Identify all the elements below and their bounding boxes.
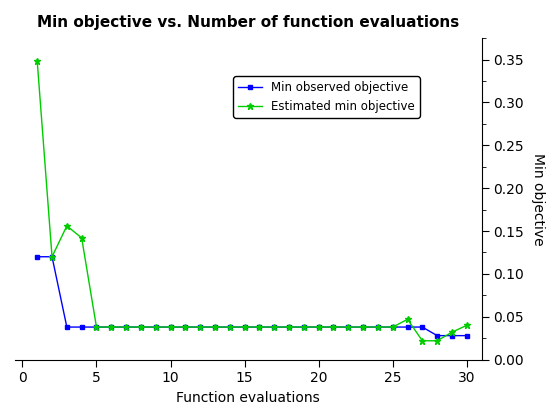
Min observed objective [286, 325, 292, 330]
Min observed objective [212, 325, 218, 330]
Estimated min objective [241, 325, 248, 330]
Min observed objective [419, 325, 426, 330]
Min observed objective [389, 325, 396, 330]
Min observed objective [345, 325, 352, 330]
Estimated min objective [315, 325, 322, 330]
Estimated min objective [271, 325, 278, 330]
Estimated min objective [375, 325, 381, 330]
Min observed objective [271, 325, 278, 330]
Estimated min objective [49, 254, 55, 259]
Estimated min objective [286, 325, 292, 330]
Min observed objective [49, 254, 55, 259]
Estimated min objective [360, 325, 366, 330]
Min observed objective [138, 325, 144, 330]
Estimated min objective [78, 235, 85, 240]
Estimated min objective [464, 323, 470, 328]
Min observed objective [63, 325, 70, 330]
Min observed objective [152, 325, 159, 330]
Min observed objective [256, 325, 263, 330]
Min observed objective [167, 325, 174, 330]
Min observed objective [360, 325, 366, 330]
Line: Min observed objective: Min observed objective [35, 255, 469, 338]
Title: Min objective vs. Number of function evaluations: Min objective vs. Number of function eva… [37, 15, 459, 30]
Min observed objective [123, 325, 129, 330]
Min observed objective [182, 325, 189, 330]
Min observed objective [197, 325, 203, 330]
Estimated min objective [256, 325, 263, 330]
Estimated min objective [63, 223, 70, 228]
Estimated min objective [93, 325, 100, 330]
Estimated min objective [419, 338, 426, 343]
Min observed objective [449, 333, 455, 338]
Min observed objective [404, 325, 411, 330]
Estimated min objective [301, 325, 307, 330]
Min observed objective [330, 325, 337, 330]
Estimated min objective [404, 317, 411, 322]
Min observed objective [226, 325, 233, 330]
Estimated min objective [226, 325, 233, 330]
Estimated min objective [330, 325, 337, 330]
Min observed objective [315, 325, 322, 330]
Estimated min objective [212, 325, 218, 330]
Estimated min objective [138, 325, 144, 330]
Min observed objective [434, 333, 441, 338]
Estimated min objective [152, 325, 159, 330]
X-axis label: Function evaluations: Function evaluations [176, 391, 320, 405]
Estimated min objective [182, 325, 189, 330]
Min observed objective [108, 325, 115, 330]
Min observed objective [93, 325, 100, 330]
Min observed objective [241, 325, 248, 330]
Estimated min objective [123, 325, 129, 330]
Estimated min objective [345, 325, 352, 330]
Estimated min objective [434, 338, 441, 343]
Line: Estimated min objective: Estimated min objective [34, 58, 470, 344]
Estimated min objective [108, 325, 115, 330]
Min observed objective [464, 333, 470, 338]
Estimated min objective [449, 330, 455, 335]
Estimated min objective [34, 59, 40, 64]
Y-axis label: Min objective: Min objective [531, 152, 545, 245]
Min observed objective [78, 325, 85, 330]
Estimated min objective [197, 325, 203, 330]
Legend: Min observed objective, Estimated min objective: Min observed objective, Estimated min ob… [234, 76, 419, 118]
Min observed objective [301, 325, 307, 330]
Min observed objective [34, 254, 40, 259]
Min observed objective [375, 325, 381, 330]
Estimated min objective [389, 325, 396, 330]
Estimated min objective [167, 325, 174, 330]
